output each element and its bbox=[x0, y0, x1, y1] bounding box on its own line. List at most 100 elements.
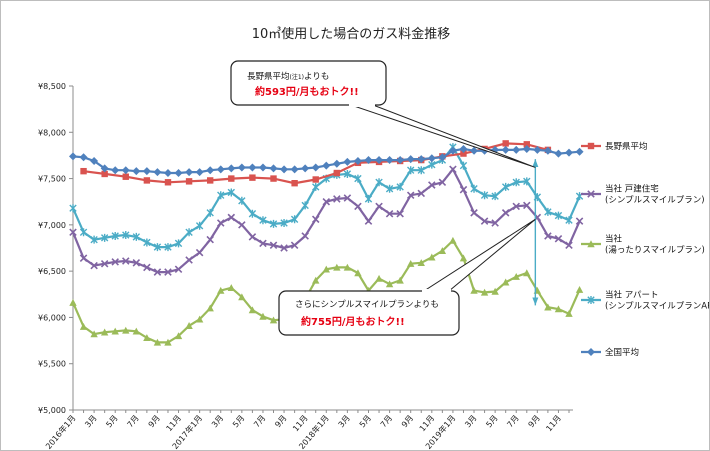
chart-title: 10㎥使用した場合のガス料金推移 bbox=[252, 26, 451, 42]
data-point bbox=[195, 315, 204, 323]
data-point bbox=[448, 146, 457, 155]
data-point bbox=[90, 235, 98, 244]
data-point bbox=[407, 260, 415, 267]
data-point bbox=[554, 305, 563, 313]
data-point bbox=[111, 258, 119, 266]
data-point bbox=[217, 191, 225, 200]
data-point bbox=[122, 173, 129, 180]
series-1 bbox=[69, 165, 584, 276]
data-point bbox=[122, 326, 130, 334]
data-point bbox=[164, 338, 172, 346]
data-point bbox=[311, 215, 320, 224]
legend-item: 長野県平均 bbox=[581, 141, 648, 152]
data-point bbox=[565, 148, 573, 157]
data-point bbox=[428, 253, 436, 261]
data-point bbox=[438, 178, 447, 187]
data-point bbox=[259, 216, 267, 225]
data-point bbox=[259, 239, 267, 248]
y-tick-label: ¥8,500 bbox=[38, 82, 66, 91]
data-point bbox=[90, 156, 99, 165]
axes: ¥5,000 ¥5,500 ¥6,000 ¥6,500 ¥7,000 ¥7,500 ¥8,0… bbox=[38, 82, 573, 450]
data-point bbox=[280, 219, 288, 228]
data-point bbox=[100, 233, 109, 242]
data-point bbox=[428, 181, 436, 189]
arrow-head-top bbox=[532, 159, 539, 167]
data-point bbox=[142, 167, 151, 176]
data-point bbox=[396, 276, 404, 284]
data-point bbox=[249, 174, 256, 181]
data-point bbox=[385, 184, 394, 193]
callout-text-b: よりも bbox=[304, 72, 329, 82]
data-point bbox=[385, 280, 394, 288]
data-point bbox=[501, 145, 510, 154]
legend-marker bbox=[587, 348, 595, 356]
callout-highlight: 約755円/月もおトク!! bbox=[301, 315, 405, 328]
data-point bbox=[227, 188, 235, 197]
data-point bbox=[385, 209, 394, 218]
data-point bbox=[290, 215, 299, 224]
data-point bbox=[100, 259, 109, 268]
data-point bbox=[343, 169, 352, 178]
x-tick-label: 11月 bbox=[418, 414, 437, 434]
data-point bbox=[396, 156, 405, 165]
data-point bbox=[269, 241, 278, 249]
data-point bbox=[290, 165, 299, 174]
x-tick-label: 2016年1月 bbox=[43, 413, 77, 450]
callout-text: 長野県平均(注1)よりも bbox=[247, 71, 329, 82]
data-point bbox=[69, 152, 77, 161]
data-point bbox=[354, 174, 362, 183]
data-point bbox=[575, 217, 584, 225]
data-point bbox=[501, 182, 510, 191]
data-point bbox=[375, 156, 384, 165]
legend-label-line: 長野県平均 bbox=[605, 141, 648, 152]
data-point bbox=[280, 165, 289, 174]
data-point bbox=[312, 276, 320, 284]
data-point bbox=[312, 182, 320, 191]
data-point bbox=[523, 141, 530, 148]
x-tick-label: 5月 bbox=[484, 414, 499, 430]
legend-item: 全国平均 bbox=[581, 347, 639, 358]
data-point bbox=[523, 201, 531, 210]
data-point bbox=[79, 153, 88, 162]
data-point bbox=[554, 234, 563, 243]
data-point bbox=[69, 204, 77, 213]
callout-highlight: 約593円/月もおトク!! bbox=[255, 85, 359, 98]
data-point bbox=[69, 298, 77, 306]
data-point bbox=[417, 155, 426, 164]
data-point bbox=[523, 269, 531, 277]
data-point bbox=[100, 328, 109, 336]
legend-label-line: (シンプルスマイルプランAP) bbox=[605, 302, 709, 312]
data-point bbox=[385, 156, 394, 165]
data-point bbox=[248, 209, 257, 218]
data-point bbox=[143, 334, 151, 341]
data-point bbox=[512, 178, 520, 187]
data-point bbox=[217, 286, 225, 294]
data-point bbox=[111, 231, 119, 240]
data-point bbox=[480, 217, 489, 225]
data-point bbox=[185, 256, 193, 264]
data-point bbox=[269, 219, 278, 228]
data-point bbox=[163, 169, 172, 178]
data-point bbox=[333, 195, 341, 203]
legend-label: 当社 アパート(シンプルスマイルプランAP) bbox=[605, 290, 709, 312]
data-point bbox=[227, 284, 235, 292]
data-point bbox=[512, 272, 520, 280]
data-point bbox=[449, 165, 457, 174]
x-tick-label: 9月 bbox=[527, 414, 542, 430]
series-layer bbox=[69, 140, 584, 346]
data-point bbox=[480, 288, 489, 296]
x-tick-label: 9月 bbox=[400, 414, 415, 430]
data-point bbox=[90, 261, 98, 270]
data-point bbox=[143, 177, 151, 184]
data-point bbox=[227, 164, 236, 173]
data-point bbox=[533, 145, 542, 154]
data-point bbox=[228, 175, 235, 182]
data-point bbox=[270, 175, 277, 182]
data-point bbox=[512, 202, 520, 211]
data-point bbox=[501, 209, 510, 217]
legend-item: 当社 戸建住宅(シンプルスマイルプラン) bbox=[581, 184, 705, 206]
data-point bbox=[353, 156, 362, 165]
data-point bbox=[238, 221, 246, 229]
data-point bbox=[470, 209, 478, 217]
